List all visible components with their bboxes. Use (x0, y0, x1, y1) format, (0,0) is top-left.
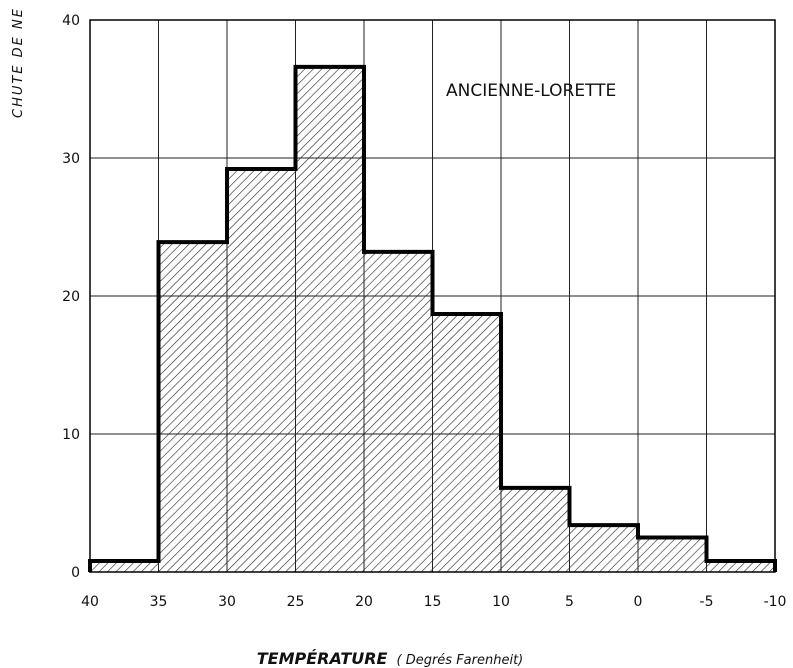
histogram-bar (501, 487, 570, 572)
y-tick-label: 0 (71, 565, 80, 581)
y-tick-label: 30 (62, 151, 80, 167)
y-tick-labels: 0 10 20 30 40 (62, 13, 80, 581)
y-tick-label: 10 (62, 427, 80, 443)
x-axis-label-main: TEMPÉRATURE (257, 649, 388, 668)
x-axis-label-unit: ( Degrés Farenheit) (396, 653, 523, 668)
y-tick-label: 20 (62, 289, 80, 305)
x-tick-label: 40 (81, 594, 99, 610)
y-axis-label: CHUTE DE NE (11, 7, 26, 118)
x-tick-label: -5 (700, 594, 714, 610)
x-tick-labels: 40 35 30 25 20 15 10 5 0 -5 -10 (81, 594, 786, 610)
x-tick-label: 30 (218, 594, 236, 610)
histogram-bar (295, 66, 364, 573)
histogram-bars (90, 66, 775, 573)
x-tick-label: 5 (565, 594, 574, 610)
histogram-outline (88, 64, 777, 572)
chart-annotation: ANCIENNE-LORETTE (446, 81, 616, 101)
histogram-bar (90, 560, 159, 572)
histogram-bar (638, 537, 707, 572)
x-tick-label: 15 (424, 594, 442, 610)
histogram-bar (569, 525, 638, 572)
y-tick-label: 40 (62, 13, 80, 29)
histogram-bar (227, 169, 296, 573)
x-axis-label: TEMPÉRATURE ( Degrés Farenheit) (257, 649, 524, 668)
histogram-bar (432, 313, 501, 572)
x-tick-label: -10 (764, 594, 787, 610)
x-tick-label: 35 (150, 594, 168, 610)
plot-frame (89, 19, 776, 573)
x-tick-label: 0 (634, 594, 643, 610)
x-tick-label: 10 (492, 594, 510, 610)
x-tick-label: 20 (355, 594, 373, 610)
histogram-bar (364, 251, 433, 572)
histogram-bar (706, 560, 775, 572)
x-tick-label: 25 (287, 594, 305, 610)
histogram-bar (158, 242, 227, 572)
